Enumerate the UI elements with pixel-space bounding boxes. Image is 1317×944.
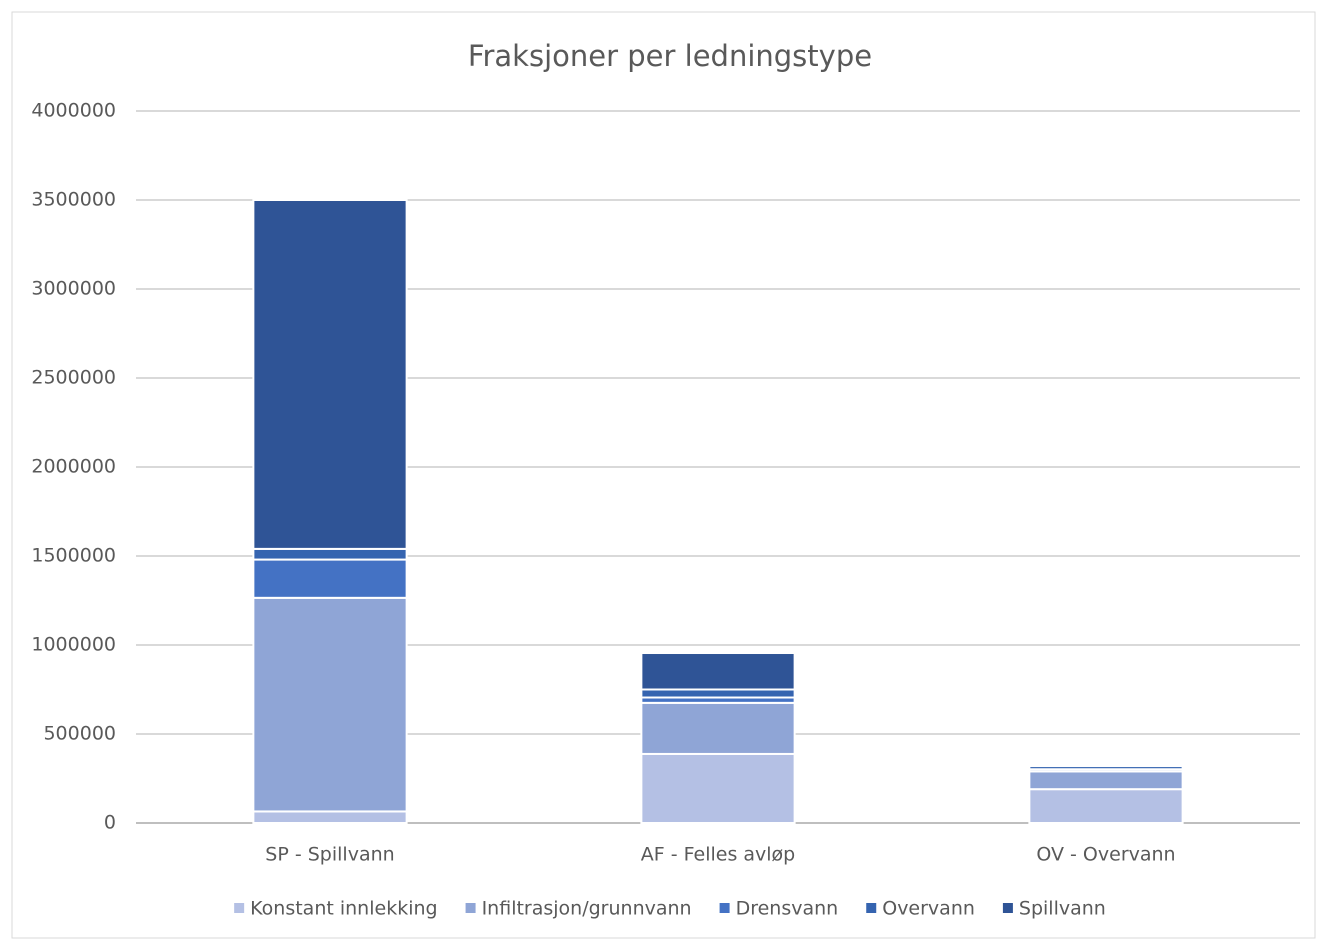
y-tick-label: 500000	[43, 723, 116, 745]
bar-segment	[252, 596, 408, 813]
legend-swatch	[465, 903, 476, 913]
bar-segment	[252, 199, 408, 550]
bar-segment	[252, 547, 408, 561]
y-tick-label: 4000000	[31, 100, 116, 122]
legend-label: Konstant innlekking	[250, 898, 437, 920]
bar-segment	[1028, 763, 1184, 768]
legend-label: Infiltrasjon/grunnvann	[482, 898, 692, 920]
legend-swatch	[1002, 903, 1013, 913]
y-tick-label: 0	[104, 812, 116, 834]
bar-segment	[1028, 770, 1184, 791]
legend-swatch	[719, 903, 730, 913]
y-tick-label: 2500000	[31, 367, 116, 389]
y-tick-label: 3500000	[31, 189, 116, 211]
y-tick-label: 2000000	[31, 456, 116, 478]
y-tick-label: 1500000	[31, 545, 116, 567]
legend-label: Overvann	[882, 898, 975, 920]
legend-swatch	[866, 903, 877, 913]
bar-segment	[640, 752, 796, 824]
x-tick-label: SP - Spillvann	[265, 844, 394, 866]
x-tick-label: OV - Overvann	[1036, 844, 1175, 866]
x-tick-label: AF - Felles avløp	[641, 844, 795, 866]
bar-segment	[252, 810, 408, 824]
legend-swatch	[234, 903, 245, 913]
bar-segment	[640, 688, 796, 699]
y-tick-label: 3000000	[31, 278, 116, 300]
bar-segment	[640, 701, 796, 755]
y-tick-label: 1000000	[31, 634, 116, 656]
bar-segment	[1028, 788, 1184, 824]
legend-label: Drensvann	[736, 898, 839, 920]
bar-segment	[640, 652, 796, 691]
legend-label: Spillvann	[1019, 898, 1106, 920]
bar-segment	[252, 558, 408, 599]
chart-title: Fraksjoner per ledningstype	[468, 39, 872, 73]
